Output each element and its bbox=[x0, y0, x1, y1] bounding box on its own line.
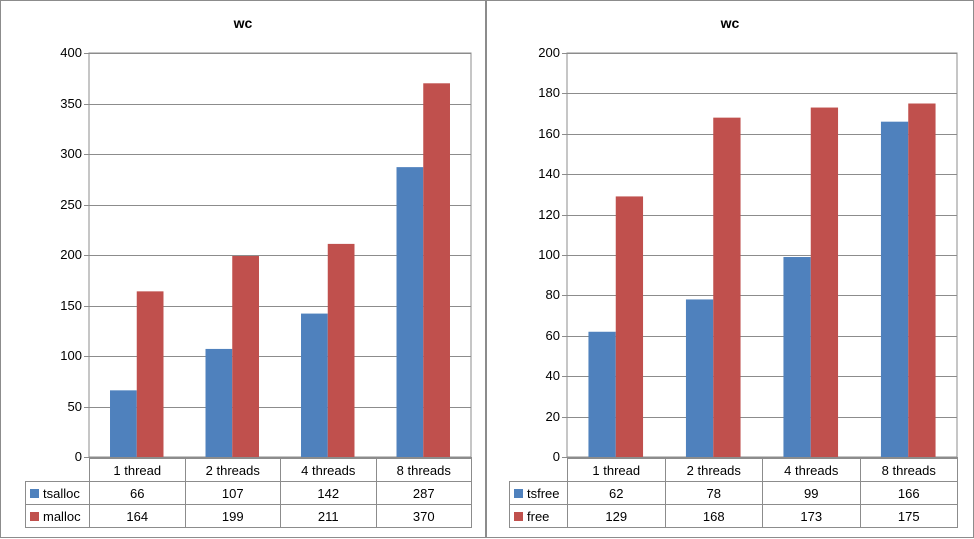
data-value: 164 bbox=[89, 504, 186, 528]
y-tick-label: 300 bbox=[60, 146, 82, 161]
table-header-row: 1 thread 2 threads 4 threads 8 threads bbox=[509, 458, 958, 482]
legend-label: malloc bbox=[43, 508, 81, 524]
table-row: tsalloc 66 107 142 287 bbox=[25, 481, 472, 505]
bar-malloc bbox=[327, 243, 355, 457]
legend-entry: tsfree bbox=[509, 481, 568, 505]
bar-tsfree bbox=[685, 299, 714, 457]
bar-free bbox=[713, 117, 741, 457]
y-tick-label: 140 bbox=[538, 166, 560, 182]
data-value: 107 bbox=[184, 481, 281, 505]
x-category-label: 8 threads bbox=[859, 458, 958, 482]
legend-key bbox=[30, 488, 39, 498]
data-value: 287 bbox=[375, 481, 472, 505]
data-value: 166 bbox=[859, 481, 958, 505]
x-category-label: 8 threads bbox=[375, 458, 472, 482]
x-category-label: 4 threads bbox=[762, 458, 861, 482]
y-tick-label: 250 bbox=[60, 196, 82, 212]
bar-tsfree bbox=[588, 331, 616, 457]
data-value: 173 bbox=[762, 504, 861, 528]
y-tick-label: 180 bbox=[538, 85, 560, 101]
legend-entry: malloc bbox=[25, 504, 90, 528]
chart-plot-free bbox=[562, 52, 958, 461]
x-category-label: 2 threads bbox=[184, 458, 281, 482]
data-value: 199 bbox=[184, 504, 281, 528]
legend-key bbox=[514, 488, 523, 498]
chart-title: wc bbox=[720, 15, 740, 31]
data-value: 78 bbox=[664, 481, 763, 505]
data-value: 129 bbox=[567, 504, 666, 528]
bar-tsalloc bbox=[396, 167, 424, 457]
legend-entry: tsalloc bbox=[25, 481, 90, 505]
legend-key bbox=[30, 511, 39, 521]
y-tick-label: 120 bbox=[538, 206, 560, 222]
y-tick-label: 20 bbox=[545, 408, 560, 424]
data-table: 1 thread 2 threads 4 threads 8 threads tsall… bbox=[25, 458, 472, 528]
chart-plot-alloc bbox=[84, 52, 472, 461]
legend-label: tsalloc bbox=[43, 485, 80, 501]
y-tick-label: 350 bbox=[60, 95, 82, 111]
bar-free bbox=[810, 107, 839, 457]
bar-tsalloc bbox=[301, 313, 328, 457]
table-row: malloc 164 199 211 370 bbox=[25, 504, 472, 528]
table-row: tsfree 62 78 99 166 bbox=[509, 481, 958, 505]
y-tick-label: 200 bbox=[60, 247, 82, 262]
y-tick-label: 40 bbox=[545, 368, 560, 384]
y-tick-label: 150 bbox=[60, 297, 82, 313]
data-value: 62 bbox=[567, 481, 666, 505]
table-corner bbox=[509, 458, 568, 482]
y-tick-label: 0 bbox=[552, 449, 560, 464]
x-category-label: 2 threads bbox=[664, 458, 763, 482]
chart-panel-free: wc 0 20 40 60 80 100 120 140 160 180 200 1 thread 2 … bbox=[486, 0, 974, 538]
y-tick-label: 60 bbox=[545, 327, 560, 343]
table-row: free 129 168 173 175 bbox=[509, 504, 958, 528]
y-tick-label: 0 bbox=[74, 449, 82, 464]
data-value: 211 bbox=[280, 504, 377, 528]
bar-tsalloc bbox=[205, 348, 233, 457]
x-category-label: 4 threads bbox=[280, 458, 377, 482]
legend-label: free bbox=[527, 508, 550, 524]
bar-free bbox=[615, 196, 644, 458]
x-category-label: 1 thread bbox=[89, 458, 186, 482]
bar-malloc bbox=[423, 83, 450, 458]
y-tick-label: 100 bbox=[60, 348, 82, 363]
chart-panel-alloc: wc 0 50 100 150 200 250 300 350 400 1 thread 2 thr… bbox=[0, 0, 486, 538]
y-tick-label: 200 bbox=[538, 45, 560, 60]
table-header-row: 1 thread 2 threads 4 threads 8 threads bbox=[25, 458, 472, 482]
data-value: 175 bbox=[859, 504, 958, 528]
y-tick-label: 100 bbox=[538, 247, 560, 262]
chart-title: wc bbox=[233, 15, 253, 31]
data-value: 370 bbox=[375, 504, 472, 528]
x-category-label: 1 thread bbox=[567, 458, 666, 482]
data-value: 99 bbox=[762, 481, 861, 505]
table-corner bbox=[25, 458, 90, 482]
legend-label: tsfree bbox=[527, 485, 560, 501]
data-value: 142 bbox=[280, 481, 377, 505]
bar-tsfree bbox=[880, 121, 909, 458]
bar-malloc bbox=[136, 291, 164, 457]
bar-malloc bbox=[232, 256, 259, 457]
y-tick-label: 80 bbox=[545, 287, 560, 303]
data-value: 168 bbox=[664, 504, 763, 528]
data-table: 1 thread 2 threads 4 threads 8 threads tsfre… bbox=[509, 458, 958, 528]
y-tick-label: 50 bbox=[67, 398, 82, 414]
legend-entry: free bbox=[509, 504, 568, 528]
bar-tsfree bbox=[783, 257, 811, 457]
legend-key bbox=[514, 511, 523, 521]
data-value: 66 bbox=[89, 481, 186, 505]
y-tick-label: 160 bbox=[538, 125, 560, 141]
bar-tsalloc bbox=[110, 390, 137, 457]
y-tick-label: 400 bbox=[60, 45, 82, 60]
bar-free bbox=[908, 103, 936, 457]
